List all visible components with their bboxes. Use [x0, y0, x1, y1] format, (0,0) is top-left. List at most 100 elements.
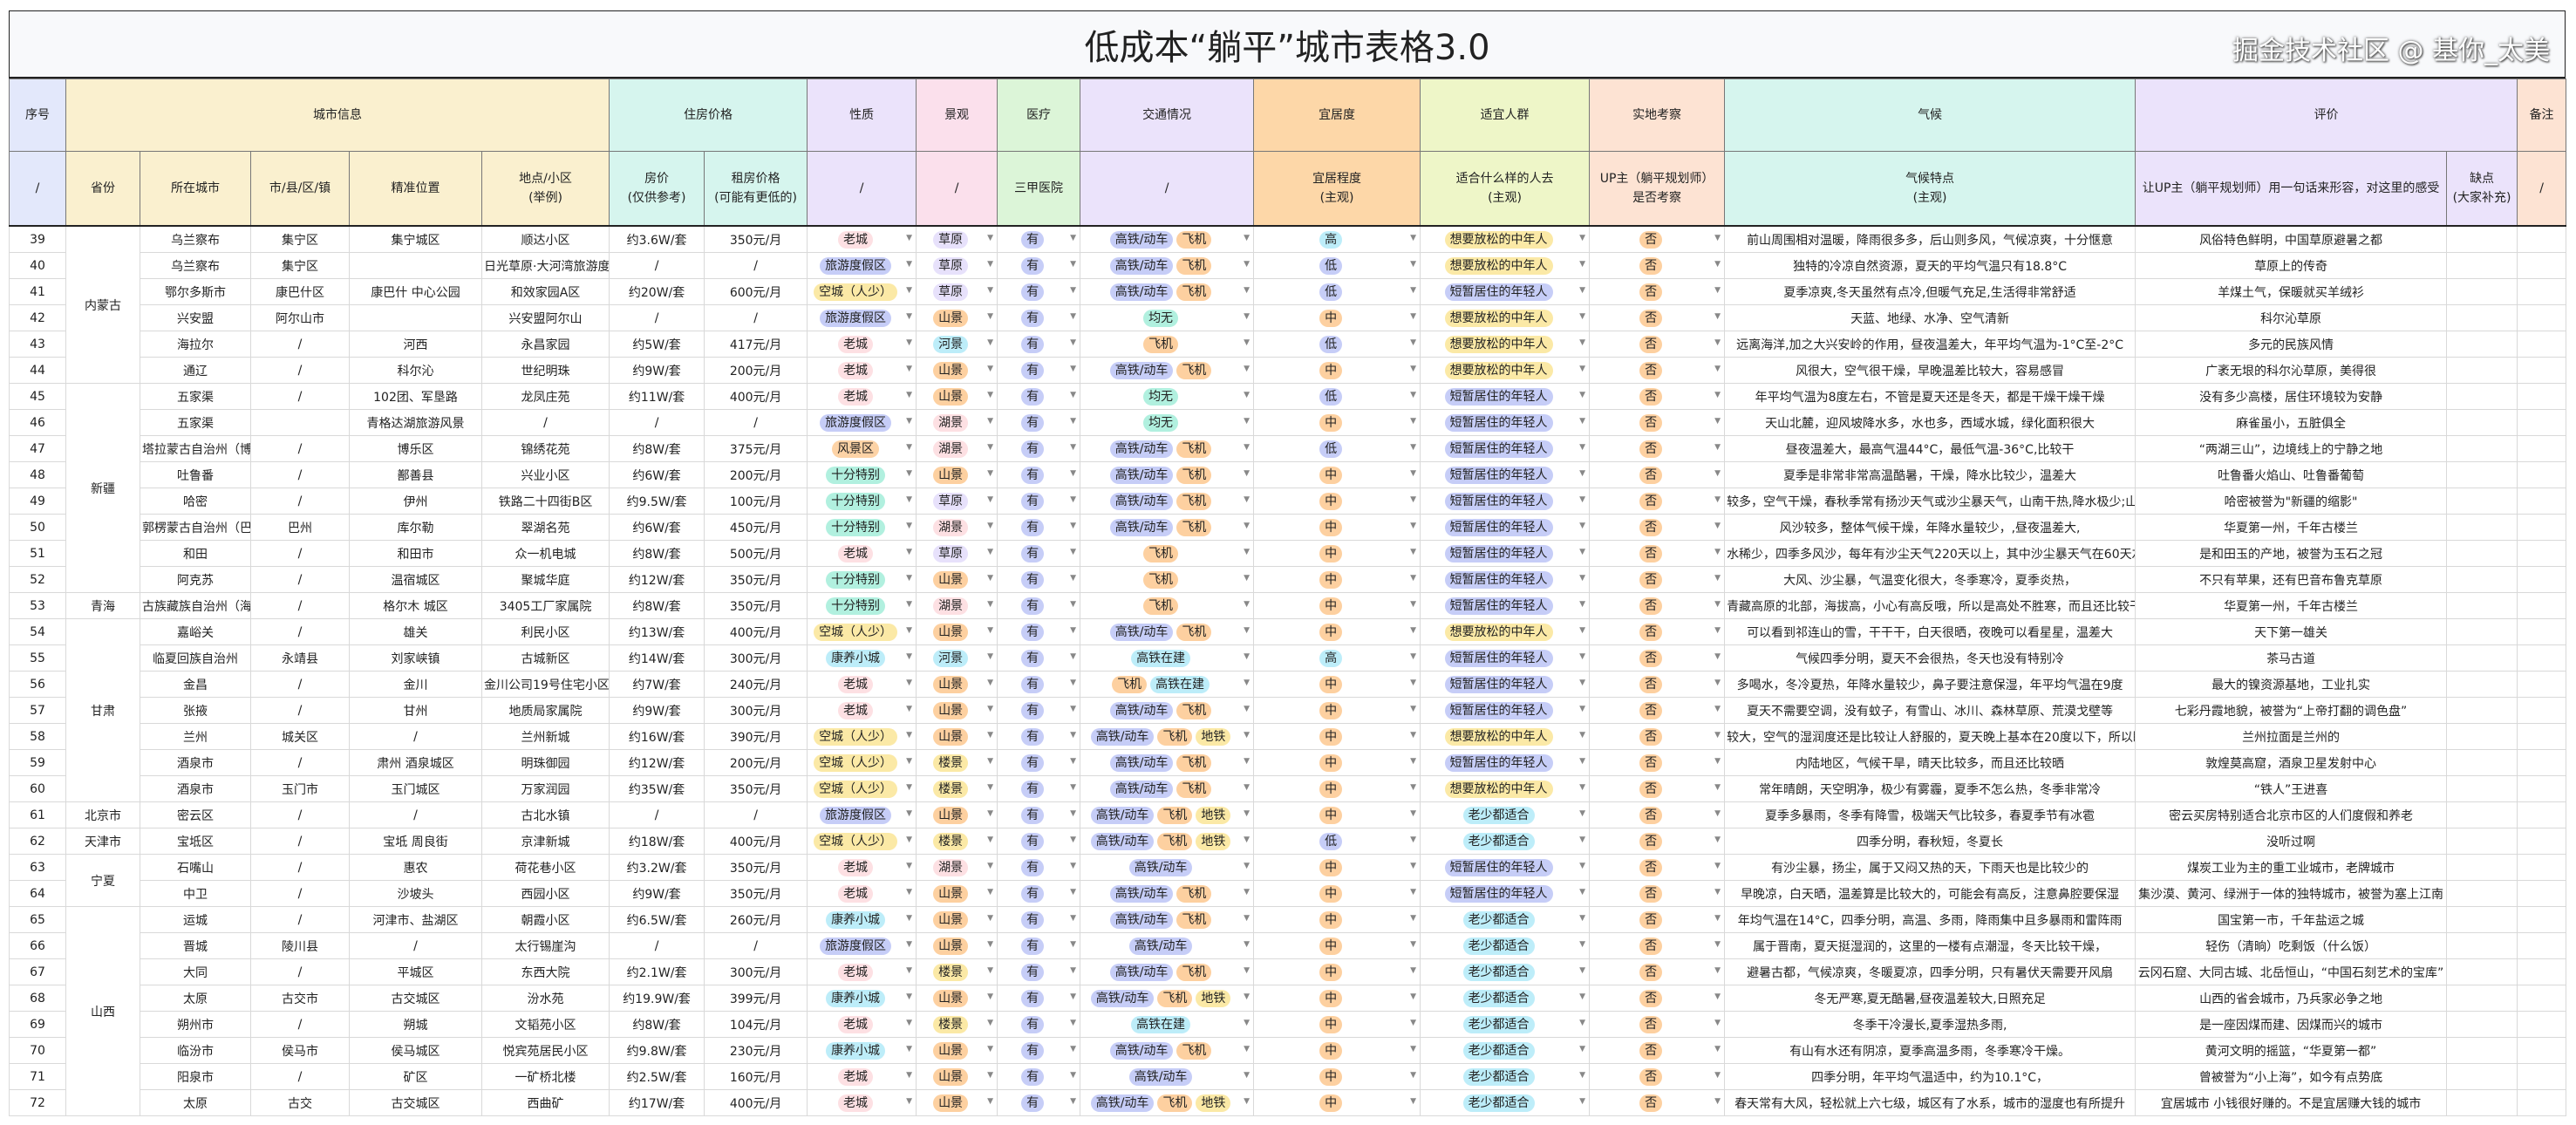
dropdown-arrow-icon[interactable]: ▼: [1410, 757, 1417, 766]
climate-cell[interactable]: 较多，空气干燥，春秋季常有扬沙天气或沙尘暴天气，山南干热,降水极少;山北: [1724, 488, 2136, 515]
livability-cell[interactable]: 低 ▼: [1253, 828, 1421, 855]
crowd-cell[interactable]: 短暂居住的年轻人 ▼: [1420, 592, 1591, 619]
dropdown-arrow-icon[interactable]: ▼: [1714, 862, 1721, 870]
dropdown-arrow-icon[interactable]: ▼: [1244, 652, 1251, 661]
comment-cell[interactable]: 曾被誉为“小上海”，如今有点势底: [2135, 1063, 2448, 1090]
dropdown-arrow-icon[interactable]: ▼: [1410, 495, 1417, 504]
rent-price-cell[interactable]: 100元/月: [704, 488, 808, 515]
livability-cell[interactable]: 中 ▼: [1253, 775, 1421, 802]
crowd-cell[interactable]: 老少都适合 ▼: [1420, 906, 1591, 933]
dropdown-arrow-icon[interactable]: ▼: [1070, 757, 1077, 766]
dropdown-arrow-icon[interactable]: ▼: [1410, 966, 1417, 975]
dropdown-arrow-icon[interactable]: ▼: [1714, 757, 1721, 766]
dropdown-arrow-icon[interactable]: ▼: [1244, 992, 1251, 1001]
visited-cell[interactable]: 否 ▼: [1589, 985, 1726, 1012]
scenery-cell[interactable]: 楼景 ▼: [916, 828, 998, 855]
dropdown-arrow-icon[interactable]: ▼: [1070, 731, 1077, 740]
dropdown-arrow-icon[interactable]: ▼: [1070, 705, 1077, 713]
rent-price-cell[interactable]: 417元/月: [704, 331, 808, 358]
dropdown-arrow-icon[interactable]: ▼: [1714, 495, 1721, 504]
visited-cell[interactable]: 否 ▼: [1589, 252, 1726, 279]
county-cell[interactable]: /: [250, 331, 350, 358]
comment-cell[interactable]: 多元的民族风情: [2135, 331, 2448, 358]
scenery-cell[interactable]: 湖景 ▼: [916, 514, 998, 541]
county-cell[interactable]: /: [250, 854, 350, 881]
dropdown-arrow-icon[interactable]: ▼: [1714, 548, 1721, 556]
location-cell[interactable]: [349, 252, 482, 279]
scenery-cell[interactable]: 湖景 ▼: [916, 854, 998, 881]
livability-cell[interactable]: 中 ▼: [1253, 461, 1421, 488]
dropdown-arrow-icon[interactable]: ▼: [987, 312, 994, 321]
drawback-cell[interactable]: [2446, 958, 2518, 985]
city-cell[interactable]: 阳泉市: [140, 1063, 251, 1090]
livability-cell[interactable]: 中 ▼: [1253, 906, 1421, 933]
rent-price-cell[interactable]: 350元/月: [704, 775, 808, 802]
province-cell[interactable]: 山西: [65, 906, 140, 1116]
dropdown-arrow-icon[interactable]: ▼: [906, 522, 913, 530]
column-header[interactable]: /: [9, 151, 66, 227]
drawback-cell[interactable]: [2446, 1063, 2518, 1090]
medical-cell[interactable]: 有 ▼: [997, 618, 1081, 645]
dropdown-arrow-icon[interactable]: ▼: [906, 286, 913, 295]
row-number[interactable]: 60: [9, 775, 66, 802]
row-number[interactable]: 64: [9, 880, 66, 907]
dropdown-arrow-icon[interactable]: ▼: [1714, 992, 1721, 1001]
comment-cell[interactable]: 轻伤（清晌）吃剩饭（什么饭）: [2135, 932, 2448, 959]
climate-cell[interactable]: 大风、沙尘暴，气温变化很大，冬季寒冷，夏季炎热，: [1724, 566, 2136, 593]
medical-cell[interactable]: 有 ▼: [997, 828, 1081, 855]
scenery-cell[interactable]: 河景 ▼: [916, 331, 998, 358]
place-cell[interactable]: 顺达小区: [480, 225, 610, 253]
nature-cell[interactable]: 康养小城 ▼: [807, 906, 917, 933]
medical-cell[interactable]: 有 ▼: [997, 854, 1081, 881]
county-cell[interactable]: /: [250, 435, 350, 462]
transport-cell[interactable]: 高铁/动车 飞机 地铁 ▼: [1080, 828, 1255, 855]
column-header[interactable]: 市/县/区/镇: [250, 151, 350, 227]
comment-cell[interactable]: 集沙漠、黄河、绿洲于一体的独特城市，被誉为塞上江南: [2135, 880, 2448, 907]
scenery-cell[interactable]: 山景 ▼: [916, 801, 998, 828]
house-price-cell[interactable]: 约19.9W/套: [609, 985, 705, 1012]
county-cell[interactable]: /: [250, 828, 350, 855]
dropdown-arrow-icon[interactable]: ▼: [1579, 574, 1586, 583]
dropdown-arrow-icon[interactable]: ▼: [906, 940, 913, 949]
medical-cell[interactable]: 有 ▼: [997, 1011, 1081, 1038]
climate-cell[interactable]: 年均气温在14°C，四季分明，高温、多雨，降雨集中且多暴雨和雷阵雨: [1724, 906, 2136, 933]
row-number[interactable]: 72: [9, 1089, 66, 1116]
visited-cell[interactable]: 否 ▼: [1589, 278, 1726, 305]
house-price-cell[interactable]: 约35W/套: [609, 775, 705, 802]
scenery-cell[interactable]: 山景 ▼: [916, 1037, 998, 1064]
dropdown-arrow-icon[interactable]: ▼: [1579, 443, 1586, 452]
drawback-cell[interactable]: [2446, 383, 2518, 410]
dropdown-arrow-icon[interactable]: ▼: [1579, 862, 1586, 870]
crowd-cell[interactable]: 想要放松的中年人 ▼: [1420, 252, 1591, 279]
remark-cell[interactable]: [2517, 225, 2567, 253]
city-cell[interactable]: 吐鲁番: [140, 461, 251, 488]
place-cell[interactable]: 西园小区: [480, 880, 610, 907]
dropdown-arrow-icon[interactable]: ▼: [1714, 914, 1721, 923]
dropdown-arrow-icon[interactable]: ▼: [1579, 705, 1586, 713]
comment-cell[interactable]: 茶马古道: [2135, 644, 2448, 672]
transport-cell[interactable]: 均无 ▼: [1080, 409, 1255, 436]
rent-price-cell[interactable]: 240元/月: [704, 671, 808, 698]
rent-price-cell[interactable]: /: [704, 801, 808, 828]
crowd-cell[interactable]: 老少都适合 ▼: [1420, 828, 1591, 855]
climate-cell[interactable]: 较大，空气的湿润度还是比较让人舒服的，夏天晚上基本在20度以下，所以睡: [1724, 723, 2136, 750]
livability-cell[interactable]: 中 ▼: [1253, 880, 1421, 907]
dropdown-arrow-icon[interactable]: ▼: [1579, 1045, 1586, 1053]
climate-cell[interactable]: 青藏高原的北部，海拔高，小心有高反哦，所以是高处不胜寒，而且还比较干: [1724, 592, 2136, 619]
scenery-cell[interactable]: 山景 ▼: [916, 723, 998, 750]
remark-cell[interactable]: [2517, 304, 2567, 331]
rent-price-cell[interactable]: 350元/月: [704, 225, 808, 253]
dropdown-arrow-icon[interactable]: ▼: [1714, 888, 1721, 897]
dropdown-arrow-icon[interactable]: ▼: [1714, 1097, 1721, 1106]
climate-cell[interactable]: 有沙尘暴，扬尘，属于又闷又热的天，下雨天也是比较少的: [1724, 854, 2136, 881]
transport-cell[interactable]: 高铁/动车 飞机 ▼: [1080, 775, 1255, 802]
house-price-cell[interactable]: 约6.5W/套: [609, 906, 705, 933]
header-group[interactable]: 交通情况: [1080, 78, 1255, 152]
nature-cell[interactable]: 旅游度假区 ▼: [807, 304, 917, 331]
visited-cell[interactable]: 否 ▼: [1589, 671, 1726, 698]
comment-cell[interactable]: 国宝第一市，千年盐运之城: [2135, 906, 2448, 933]
medical-cell[interactable]: 有 ▼: [997, 1037, 1081, 1064]
dropdown-arrow-icon[interactable]: ▼: [1070, 234, 1077, 242]
climate-cell[interactable]: 多喝水，冬冷夏热，年降水量较少，鼻子要注意保湿，年平均气温在9度: [1724, 671, 2136, 698]
city-cell[interactable]: 运城: [140, 906, 251, 933]
